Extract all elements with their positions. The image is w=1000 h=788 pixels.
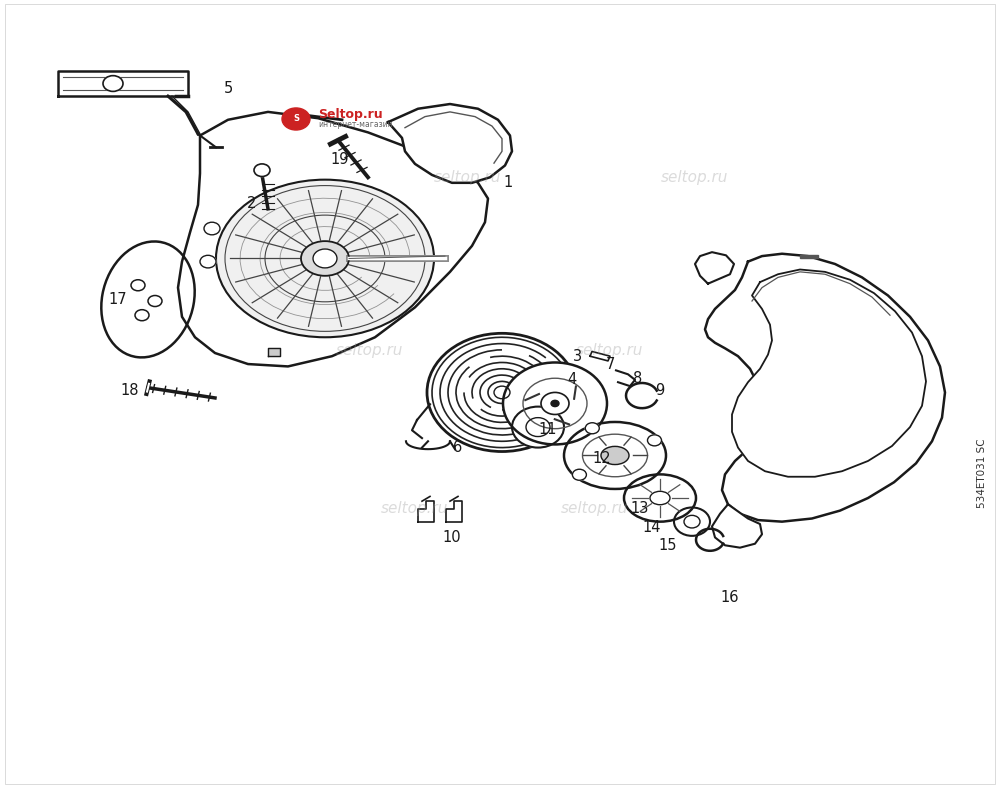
Text: seltop.ru: seltop.ru bbox=[434, 169, 502, 185]
Text: 4: 4 bbox=[567, 372, 577, 388]
Polygon shape bbox=[705, 254, 945, 522]
Text: интернет-магазин: интернет-магазин bbox=[318, 120, 393, 129]
Text: seltop.ru: seltop.ru bbox=[576, 343, 644, 359]
Text: 11: 11 bbox=[539, 422, 557, 437]
Circle shape bbox=[282, 108, 310, 130]
Circle shape bbox=[551, 400, 559, 407]
Polygon shape bbox=[268, 348, 280, 356]
Text: 7: 7 bbox=[605, 356, 615, 372]
Text: 6: 6 bbox=[453, 440, 463, 455]
Text: 534ET031 SC: 534ET031 SC bbox=[977, 438, 987, 507]
Polygon shape bbox=[800, 255, 818, 258]
Text: 13: 13 bbox=[631, 500, 649, 516]
Circle shape bbox=[148, 296, 162, 307]
Circle shape bbox=[647, 435, 661, 446]
Text: 19: 19 bbox=[331, 151, 349, 167]
Text: seltop.ru: seltop.ru bbox=[381, 500, 449, 516]
Circle shape bbox=[503, 362, 607, 444]
Text: 2: 2 bbox=[247, 195, 257, 211]
Text: seltop.ru: seltop.ru bbox=[336, 343, 404, 359]
Text: 14: 14 bbox=[643, 520, 661, 536]
Polygon shape bbox=[732, 269, 926, 477]
Ellipse shape bbox=[101, 241, 195, 358]
Ellipse shape bbox=[624, 474, 696, 522]
Circle shape bbox=[135, 310, 149, 321]
Text: 5: 5 bbox=[223, 80, 233, 96]
Text: 10: 10 bbox=[443, 530, 461, 545]
Text: 1: 1 bbox=[503, 175, 513, 191]
Polygon shape bbox=[712, 504, 762, 548]
Polygon shape bbox=[446, 501, 462, 522]
Text: Seltop.ru: Seltop.ru bbox=[318, 108, 383, 121]
Polygon shape bbox=[388, 104, 512, 183]
Polygon shape bbox=[695, 252, 734, 284]
Polygon shape bbox=[58, 71, 188, 96]
Text: 9: 9 bbox=[655, 382, 665, 398]
Circle shape bbox=[585, 422, 599, 433]
Text: 12: 12 bbox=[593, 451, 611, 466]
Circle shape bbox=[254, 164, 270, 177]
Circle shape bbox=[494, 386, 510, 399]
Polygon shape bbox=[418, 501, 434, 522]
Text: 17: 17 bbox=[109, 292, 127, 307]
Circle shape bbox=[427, 333, 577, 452]
Circle shape bbox=[103, 76, 123, 91]
Text: 3: 3 bbox=[573, 348, 583, 364]
Circle shape bbox=[512, 407, 564, 448]
Polygon shape bbox=[590, 351, 610, 361]
Circle shape bbox=[572, 469, 586, 480]
Ellipse shape bbox=[216, 180, 434, 337]
Circle shape bbox=[200, 255, 216, 268]
Text: seltop.ru: seltop.ru bbox=[561, 500, 629, 516]
Ellipse shape bbox=[564, 422, 666, 489]
Text: 15: 15 bbox=[659, 537, 677, 553]
Ellipse shape bbox=[601, 446, 629, 465]
Text: seltop.ru: seltop.ru bbox=[661, 169, 729, 185]
Text: 16: 16 bbox=[721, 589, 739, 605]
Text: 18: 18 bbox=[121, 382, 139, 398]
Circle shape bbox=[204, 222, 220, 235]
Circle shape bbox=[674, 507, 710, 536]
Ellipse shape bbox=[301, 241, 349, 276]
Circle shape bbox=[313, 249, 337, 268]
Text: S: S bbox=[293, 114, 299, 124]
Circle shape bbox=[131, 280, 145, 291]
Ellipse shape bbox=[650, 492, 670, 505]
Text: 8: 8 bbox=[633, 370, 643, 386]
Circle shape bbox=[541, 392, 569, 414]
Polygon shape bbox=[178, 112, 488, 366]
